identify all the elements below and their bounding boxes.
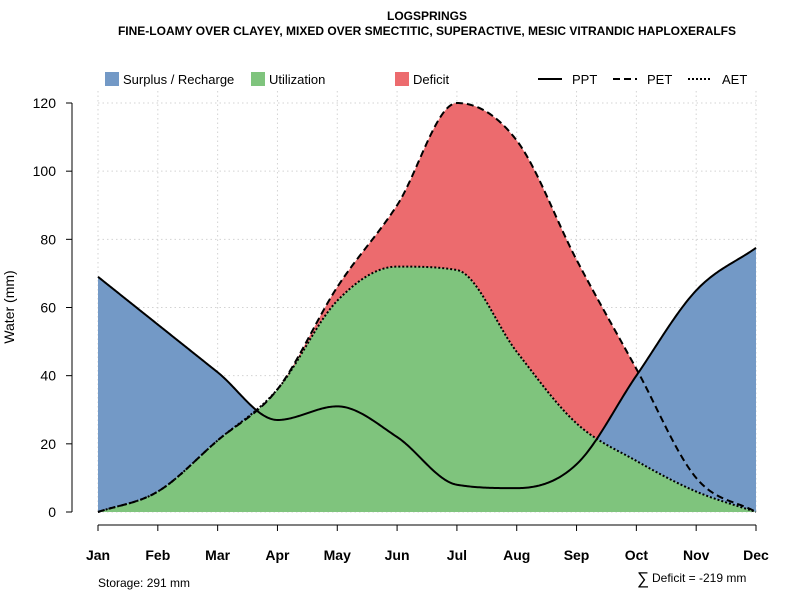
x-tick-label: Mar: [205, 547, 230, 563]
surplus-area: [98, 103, 756, 512]
x-tick-label: Sep: [564, 547, 590, 563]
line-pet: [97, 101, 757, 513]
x-tick-label: Jun: [385, 547, 410, 563]
line-aet: [97, 265, 757, 513]
y-tick-label: 60: [40, 300, 56, 316]
x-tick-label: Nov: [683, 547, 710, 563]
x-tick-label: Feb: [145, 547, 170, 563]
legend-swatch: [251, 72, 265, 86]
y-tick-label: 20: [40, 436, 56, 452]
storage-annotation: Storage: 291 mm: [98, 576, 190, 590]
x-tick-label: Aug: [503, 547, 530, 563]
x-tick-label: Oct: [625, 547, 649, 563]
y-tick-label: 120: [33, 95, 57, 111]
x-tick-label: May: [324, 547, 351, 563]
legend-label: Utilization: [269, 72, 325, 87]
axes: 0 20 40 60 80 100 120 Jan Feb Mar Apr May Jun Jul Aug S…: [33, 95, 769, 563]
y-axis-label: Water (mm): [1, 270, 17, 343]
y-tick-label: 0: [48, 504, 56, 520]
line-ppt: [97, 247, 757, 490]
legend-label: AET: [722, 72, 747, 87]
legend-label: PET: [647, 72, 672, 87]
area-fills: [98, 103, 756, 512]
deficit-annotation: Deficit = -219 mm: [652, 571, 746, 585]
y-tick-label: 40: [40, 368, 56, 384]
utilization-area: [98, 266, 756, 512]
recharge-area: [98, 266, 756, 512]
chart-title: LOGSPRINGS: [387, 9, 467, 23]
y-tick-label: 80: [40, 231, 56, 247]
legend-label: PPT: [572, 72, 597, 87]
x-tick-label: Apr: [265, 547, 290, 563]
x-tick-label: Dec: [743, 547, 769, 563]
legend-label: Deficit: [413, 72, 450, 87]
chart-subtitle: FINE-LOAMY OVER CLAYEY, MIXED OVER SMECT…: [118, 24, 736, 38]
x-tick-label: Jan: [86, 547, 110, 563]
deficit-sum-symbol: ∑: [637, 569, 649, 588]
y-tick-label: 100: [33, 163, 57, 179]
x-tick-label: Jul: [447, 547, 467, 563]
deficit-area: [98, 103, 756, 512]
legend: Surplus / Recharge Utilization Deficit PPT P…: [105, 72, 747, 87]
series-lines: [97, 101, 757, 513]
legend-label: Surplus / Recharge: [123, 72, 234, 87]
legend-swatch: [395, 72, 409, 86]
legend-swatch: [105, 72, 119, 86]
